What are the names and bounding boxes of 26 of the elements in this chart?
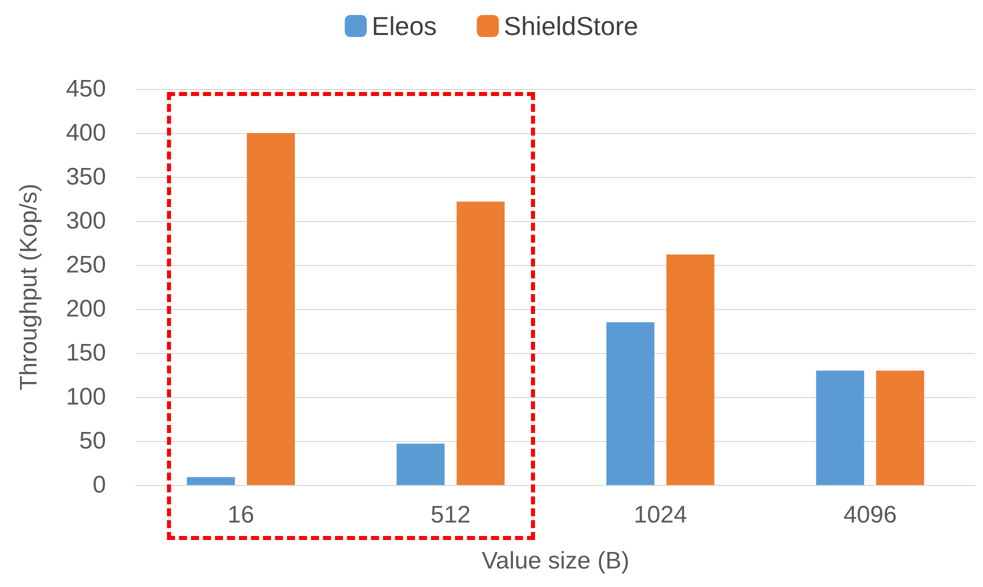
bar <box>666 254 714 485</box>
y-tick-label: 50 <box>79 428 106 454</box>
legend-label: ShieldStore <box>504 11 638 41</box>
x-tick-label: 4096 <box>843 502 897 528</box>
bar <box>876 370 924 485</box>
x-axis-title: Value size (B) <box>482 548 630 574</box>
y-tick-label: 350 <box>66 164 106 190</box>
y-tick-label: 150 <box>66 340 106 366</box>
y-tick-label: 100 <box>66 384 106 410</box>
x-tick-label: 16 <box>228 502 254 528</box>
x-tick-label: 512 <box>430 502 471 528</box>
y-axis-title: Throughput (Kop/s) <box>16 184 42 390</box>
legend-label: Eleos <box>372 11 437 41</box>
x-tick-label: 1024 <box>634 502 688 528</box>
y-tick-label: 250 <box>66 252 106 278</box>
bar <box>816 370 864 485</box>
bar <box>246 133 295 485</box>
y-tick-label: 450 <box>66 76 106 102</box>
bar <box>186 477 235 485</box>
y-tick-label: 200 <box>66 296 106 322</box>
bar <box>606 322 654 485</box>
bar <box>396 444 445 485</box>
y-tick-label: 400 <box>66 120 106 146</box>
bar <box>456 202 505 485</box>
y-tick-label: 0 <box>92 472 106 498</box>
y-tick-label: 300 <box>66 208 106 234</box>
